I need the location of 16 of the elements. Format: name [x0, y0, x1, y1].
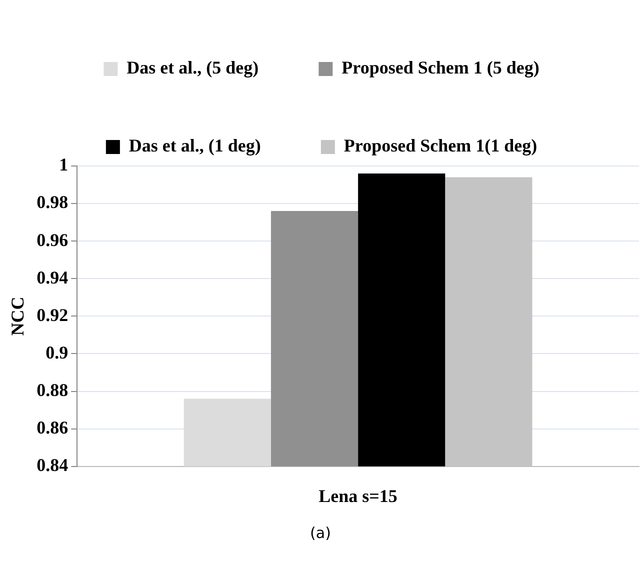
y-tick-label: 0.86: [36, 418, 68, 438]
x-tick-label: Lena s=15: [318, 486, 398, 506]
y-tick-label: 0.84: [36, 455, 68, 476]
text: (a): [309, 524, 332, 542]
legend-label: Das et al., (5 deg): [126, 58, 259, 78]
y-tick-label: 0.92: [36, 304, 68, 325]
legend-label: Proposed Schem 1 (5 deg): [342, 58, 540, 78]
y-tick-label: 1: [59, 154, 68, 175]
y-tick-label: 0.98: [36, 192, 68, 212]
y-axis-title: NCC: [7, 296, 28, 336]
y-tick-label: 0.88: [36, 380, 68, 400]
legend-label: Das et al., (1 deg): [128, 136, 261, 156]
y-tick-label: 0.96: [36, 230, 68, 250]
y-tick-label: 0.9: [46, 342, 68, 362]
y-tick-label: 0.94: [36, 267, 68, 288]
legend-label: Proposed Schem 1(1 deg): [344, 136, 538, 156]
